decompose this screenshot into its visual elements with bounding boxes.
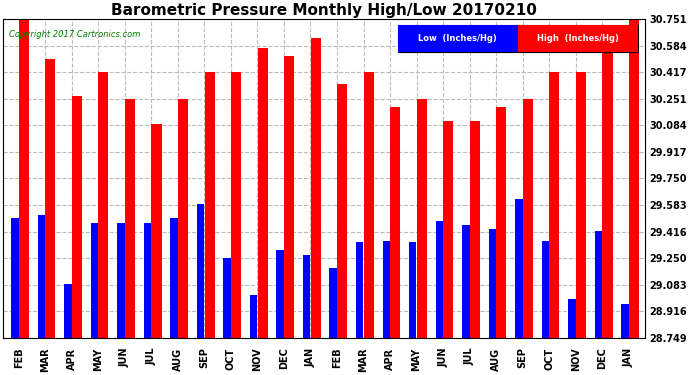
Bar [391, 107, 400, 338]
Bar [496, 107, 506, 338]
Title: Barometric Pressure Monthly High/Low 20170210: Barometric Pressure Monthly High/Low 201… [111, 3, 537, 18]
Text: Low  (Inches/Hg): Low (Inches/Hg) [418, 34, 497, 44]
Bar [542, 240, 549, 338]
Bar [64, 284, 72, 338]
Bar [523, 99, 533, 338]
Bar [549, 72, 560, 338]
Bar [178, 99, 188, 338]
Bar [397, 26, 638, 53]
Bar [72, 96, 82, 338]
Bar [576, 72, 586, 338]
Bar [257, 48, 268, 338]
Bar [443, 121, 453, 338]
Bar [204, 72, 215, 338]
Text: High  (Inches/Hg): High (Inches/Hg) [538, 34, 619, 44]
Bar [435, 221, 443, 338]
Bar [90, 223, 98, 338]
Bar [364, 72, 374, 338]
Bar [117, 223, 125, 338]
Bar [329, 268, 337, 338]
Bar [46, 59, 55, 338]
Bar [356, 242, 364, 338]
Bar [518, 26, 638, 53]
Bar [303, 255, 311, 338]
Bar [470, 121, 480, 338]
Bar [11, 218, 19, 338]
Bar [125, 99, 135, 338]
Bar [568, 300, 575, 338]
Bar [462, 225, 469, 338]
Bar [382, 240, 390, 338]
Bar [602, 48, 613, 338]
Bar [337, 84, 347, 338]
Bar [197, 204, 204, 338]
Bar [515, 199, 522, 338]
Bar [310, 38, 321, 338]
Bar [224, 258, 230, 338]
Bar [152, 124, 161, 338]
Bar [417, 99, 427, 338]
Bar [250, 295, 257, 338]
Bar [38, 215, 45, 338]
Bar [277, 250, 284, 338]
Bar [99, 72, 108, 338]
Bar [595, 231, 602, 338]
Bar [621, 304, 629, 338]
Bar [144, 223, 151, 338]
Bar [231, 72, 241, 338]
Bar [284, 56, 294, 338]
Bar [170, 218, 178, 338]
Bar [489, 230, 496, 338]
Bar [397, 26, 518, 53]
Bar [629, 19, 639, 338]
Text: Copyright 2017 Cartronics.com: Copyright 2017 Cartronics.com [9, 30, 141, 39]
Bar [409, 242, 417, 338]
Bar [19, 19, 29, 338]
